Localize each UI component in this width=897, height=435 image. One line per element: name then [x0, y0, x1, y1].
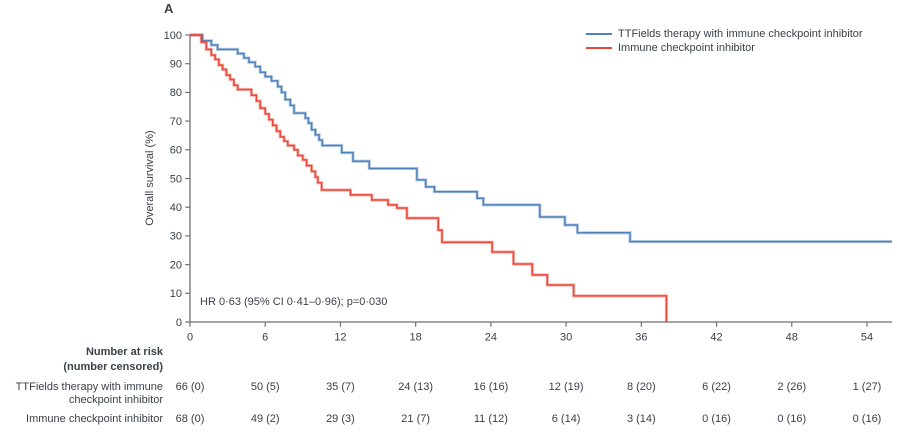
y-tick-label: 70 — [170, 116, 182, 128]
y-tick-label: 100 — [164, 30, 182, 42]
ici-line-swatch-icon — [586, 47, 612, 49]
risk-value: 21 (7) — [401, 413, 431, 425]
risk-value: 16 (16) — [473, 381, 509, 393]
risk-table-header-line2: (number censored) — [63, 361, 163, 373]
y-tick-label: 80 — [170, 87, 182, 99]
risk-row-label-ttfields-line2: checkpoint inhibitor — [68, 394, 163, 406]
y-tick-label: 60 — [170, 145, 182, 157]
y-tick-label: 30 — [170, 231, 182, 243]
x-tick-label: 6 — [262, 332, 268, 344]
y-tick-label: 40 — [170, 202, 182, 214]
risk-value: 0 (16) — [702, 413, 731, 425]
legend-item-ttfields: TTFields therapy with immune checkpoint … — [586, 27, 863, 41]
x-tick-label: 0 — [187, 332, 193, 344]
risk-value: 2 (26) — [777, 381, 807, 393]
x-tick-label: 12 — [334, 332, 346, 344]
legend-label-ici: Immune checkpoint inhibitor — [618, 42, 755, 54]
y-tick-label: 20 — [170, 259, 182, 271]
risk-value: 0 (16) — [777, 413, 807, 425]
survival-curve-halo — [190, 33, 893, 244]
risk-value: 3 (14) — [626, 413, 656, 425]
risk-row-label-ttfields-line1: TTFields therapy with immune — [15, 381, 163, 393]
risk-value: 11 (12) — [473, 413, 508, 425]
risk-value: 6 (22) — [702, 381, 731, 393]
y-tick-label: 10 — [170, 288, 182, 300]
x-tick-label: 24 — [485, 332, 497, 344]
x-tick-label: 30 — [560, 332, 572, 344]
y-tick-label: 90 — [170, 59, 182, 71]
x-tick-label: 36 — [635, 332, 647, 344]
x-tick-label: 48 — [786, 332, 798, 344]
risk-value: 1 (27) — [852, 381, 882, 393]
risk-value: 68 (0) — [175, 413, 205, 425]
y-tick-label: 0 — [176, 317, 182, 329]
y-axis-title: Overall survival (%) — [144, 130, 156, 226]
survival-curve-ici — [190, 34, 668, 322]
risk-value: 49 (2) — [250, 413, 280, 425]
y-tick-label: 50 — [170, 173, 182, 185]
panel-label: A — [164, 1, 174, 16]
hazard-ratio-annotation: HR 0·63 (95% CI 0·41–0·96); p=0·030 — [200, 296, 388, 308]
survival-curve-halo — [190, 33, 669, 322]
ttfields-line-swatch-icon — [586, 33, 612, 35]
x-tick-label: 18 — [410, 332, 422, 344]
risk-value: 66 (0) — [175, 381, 205, 393]
risk-value: 29 (3) — [326, 413, 355, 425]
legend: TTFields therapy with immune checkpoint … — [586, 27, 863, 55]
risk-value: 8 (20) — [626, 381, 656, 393]
risk-value: 50 (5) — [250, 381, 280, 393]
risk-value: 0 (16) — [852, 413, 882, 425]
risk-value: 24 (13) — [398, 381, 434, 393]
survival-curve-ttfields — [190, 34, 893, 243]
axes — [189, 35, 893, 323]
risk-value: 12 (19) — [548, 381, 584, 393]
risk-row-label-ici: Immune checkpoint inhibitor — [26, 413, 163, 425]
x-tick-label: 42 — [710, 332, 722, 344]
legend-item-ici: Immune checkpoint inhibitor — [586, 41, 863, 55]
risk-value: 6 (14) — [551, 413, 581, 425]
risk-table-header-line1: Number at risk — [85, 346, 163, 358]
x-tick-label: 54 — [861, 332, 873, 344]
risk-value: 35 (7) — [326, 381, 355, 393]
legend-label-ttfields: TTFields therapy with immune checkpoint … — [618, 28, 863, 40]
